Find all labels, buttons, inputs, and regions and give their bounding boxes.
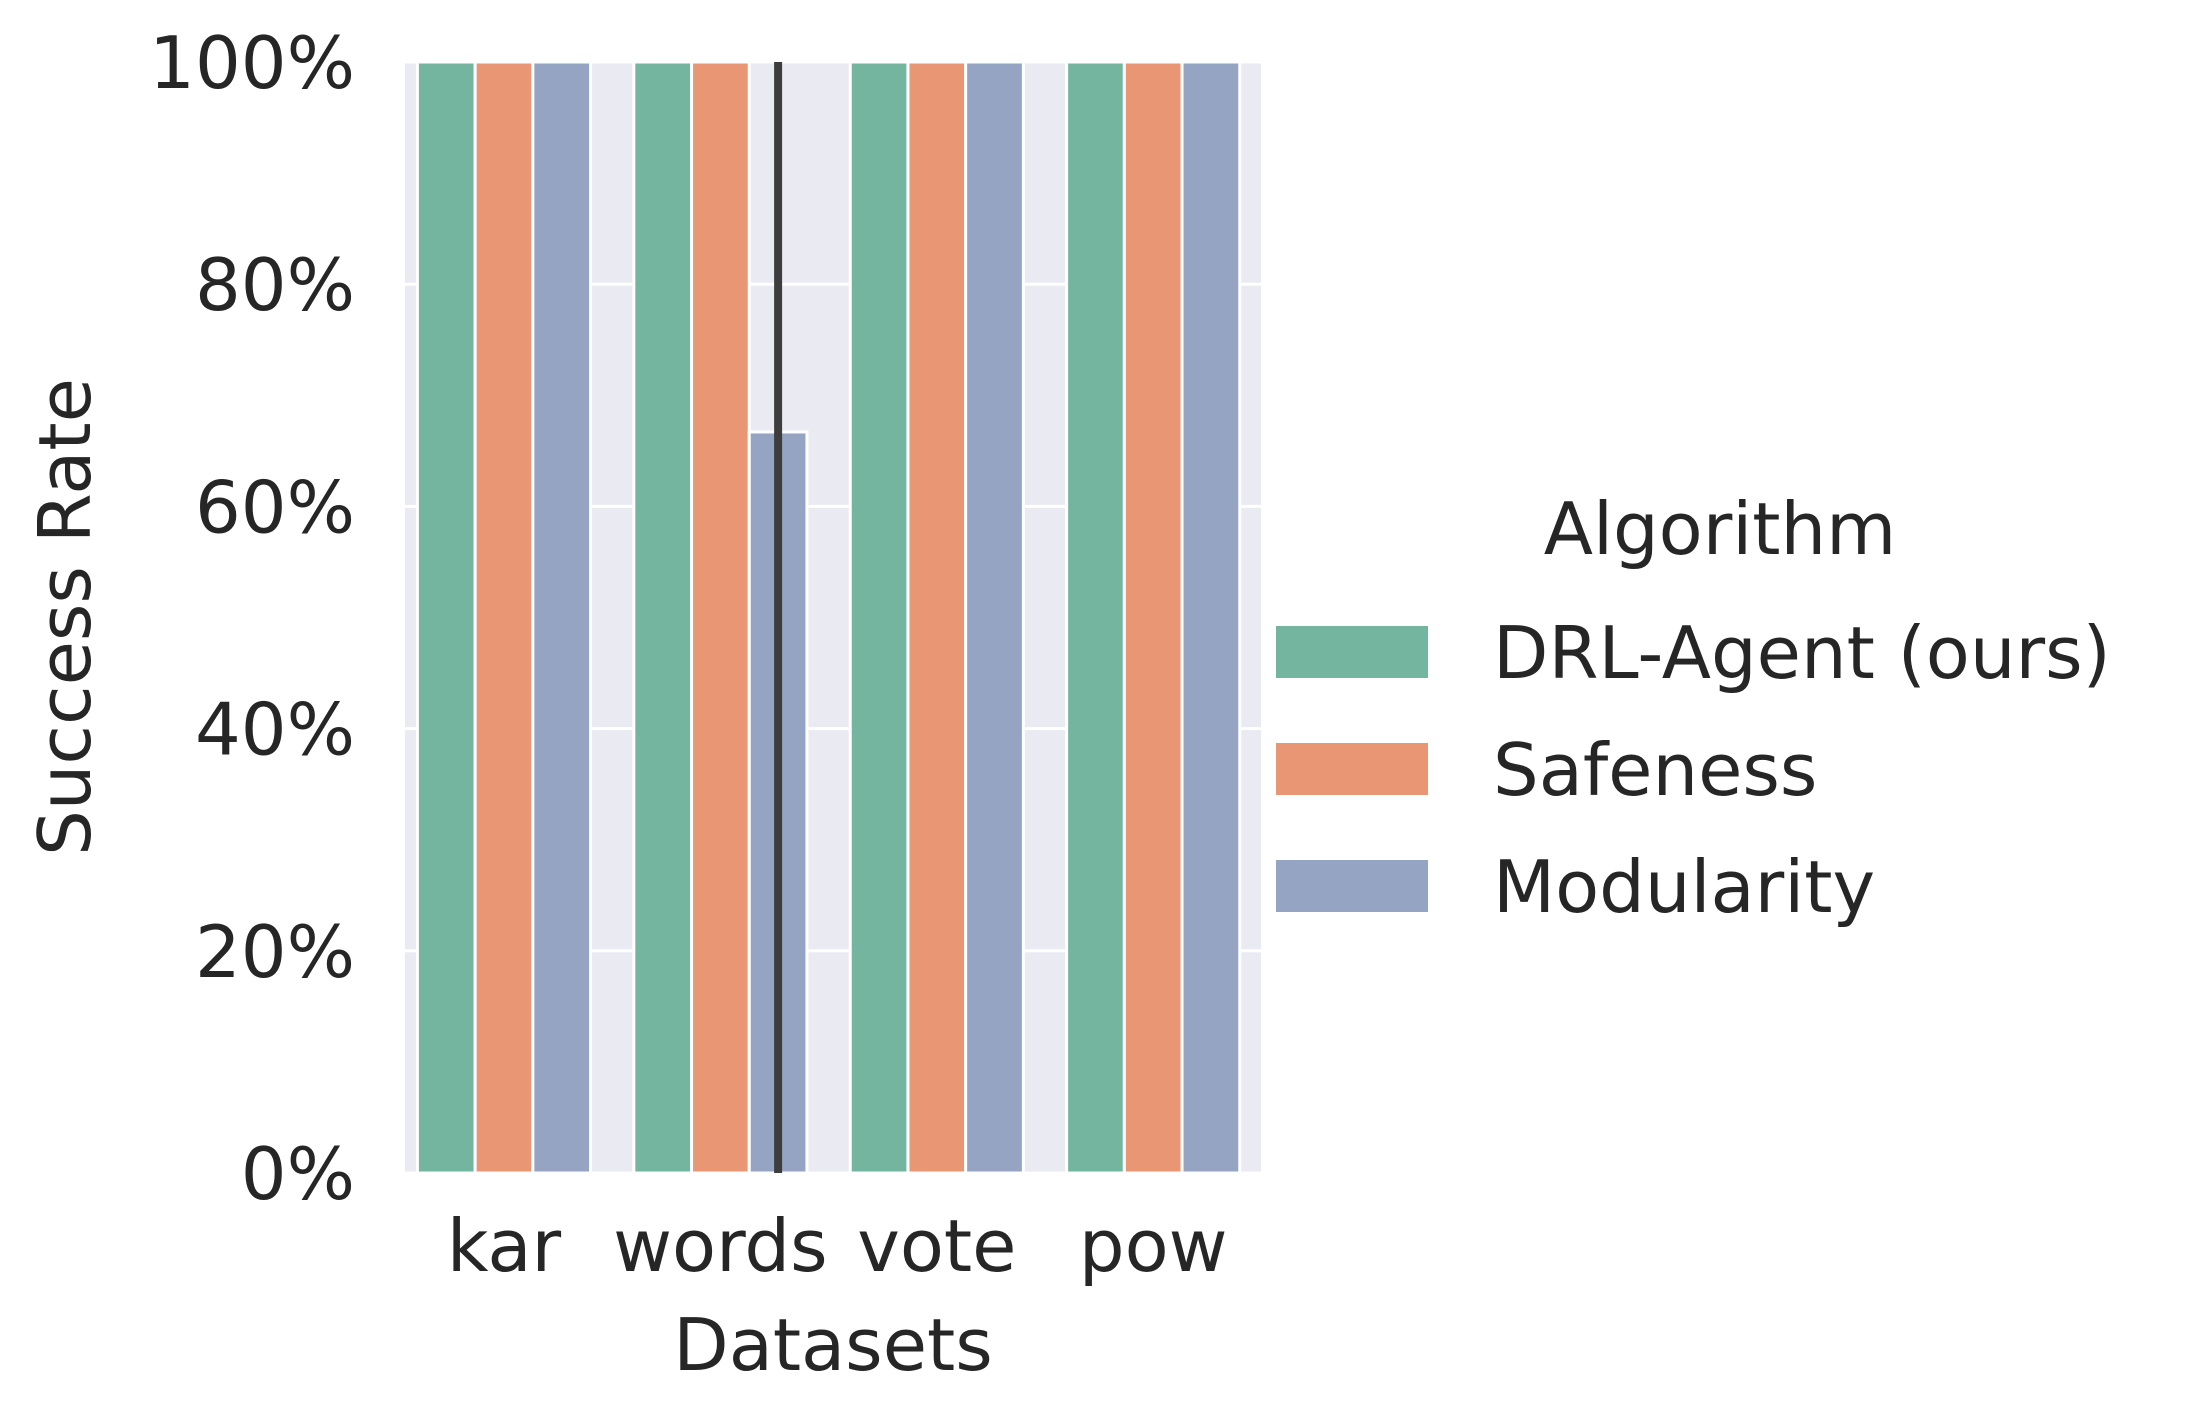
bar-kar-2	[533, 62, 591, 1173]
legend-title: Algorithm	[1544, 487, 1897, 571]
x-tick-label-pow: pow	[1079, 1204, 1228, 1288]
bar-pow-2	[1182, 62, 1240, 1173]
bar-words-0	[634, 62, 692, 1173]
y-tick-label-2: 40%	[195, 688, 355, 772]
bar-kar-1	[475, 62, 533, 1173]
x-tick-label-kar: kar	[447, 1204, 562, 1288]
y-axis-label: Success Rate	[23, 378, 107, 856]
x-axis-label: Datasets	[673, 1303, 992, 1387]
y-tick-label-4: 80%	[195, 243, 355, 327]
legend-swatch-0	[1276, 626, 1428, 678]
legend-items: DRL-Agent (ours) Safeness Modularity	[1276, 611, 2111, 929]
legend-label-0: DRL-Agent (ours)	[1493, 611, 2111, 695]
bar-words-1	[692, 62, 750, 1173]
bar-vote-0	[850, 62, 908, 1173]
legend-swatch-2	[1276, 860, 1428, 912]
legend-label-2: Modularity	[1493, 845, 1875, 929]
legend-swatch-1	[1276, 743, 1428, 795]
bar-pow-1	[1124, 62, 1182, 1173]
y-tick-label-3: 60%	[195, 465, 355, 549]
x-tick-label-words: words	[613, 1204, 828, 1288]
y-tick-label-1: 20%	[195, 910, 355, 994]
y-tick-label-5: 100%	[149, 21, 355, 105]
bar-kar-0	[417, 62, 475, 1173]
x-tick-label-vote: vote	[857, 1204, 1016, 1288]
y-tick-label-0: 0%	[241, 1132, 355, 1216]
x-tick-labels: kar words vote pow	[447, 1204, 1228, 1288]
y-tick-labels: 0% 20% 40% 60% 80% 100%	[149, 21, 355, 1216]
bar-vote-2	[966, 62, 1024, 1173]
bar-vote-1	[908, 62, 966, 1173]
legend: Algorithm DRL-Agent (ours) Safeness Modula…	[1276, 487, 2111, 929]
legend-label-1: Safeness	[1493, 728, 1817, 812]
bar-pow-0	[1067, 62, 1125, 1173]
